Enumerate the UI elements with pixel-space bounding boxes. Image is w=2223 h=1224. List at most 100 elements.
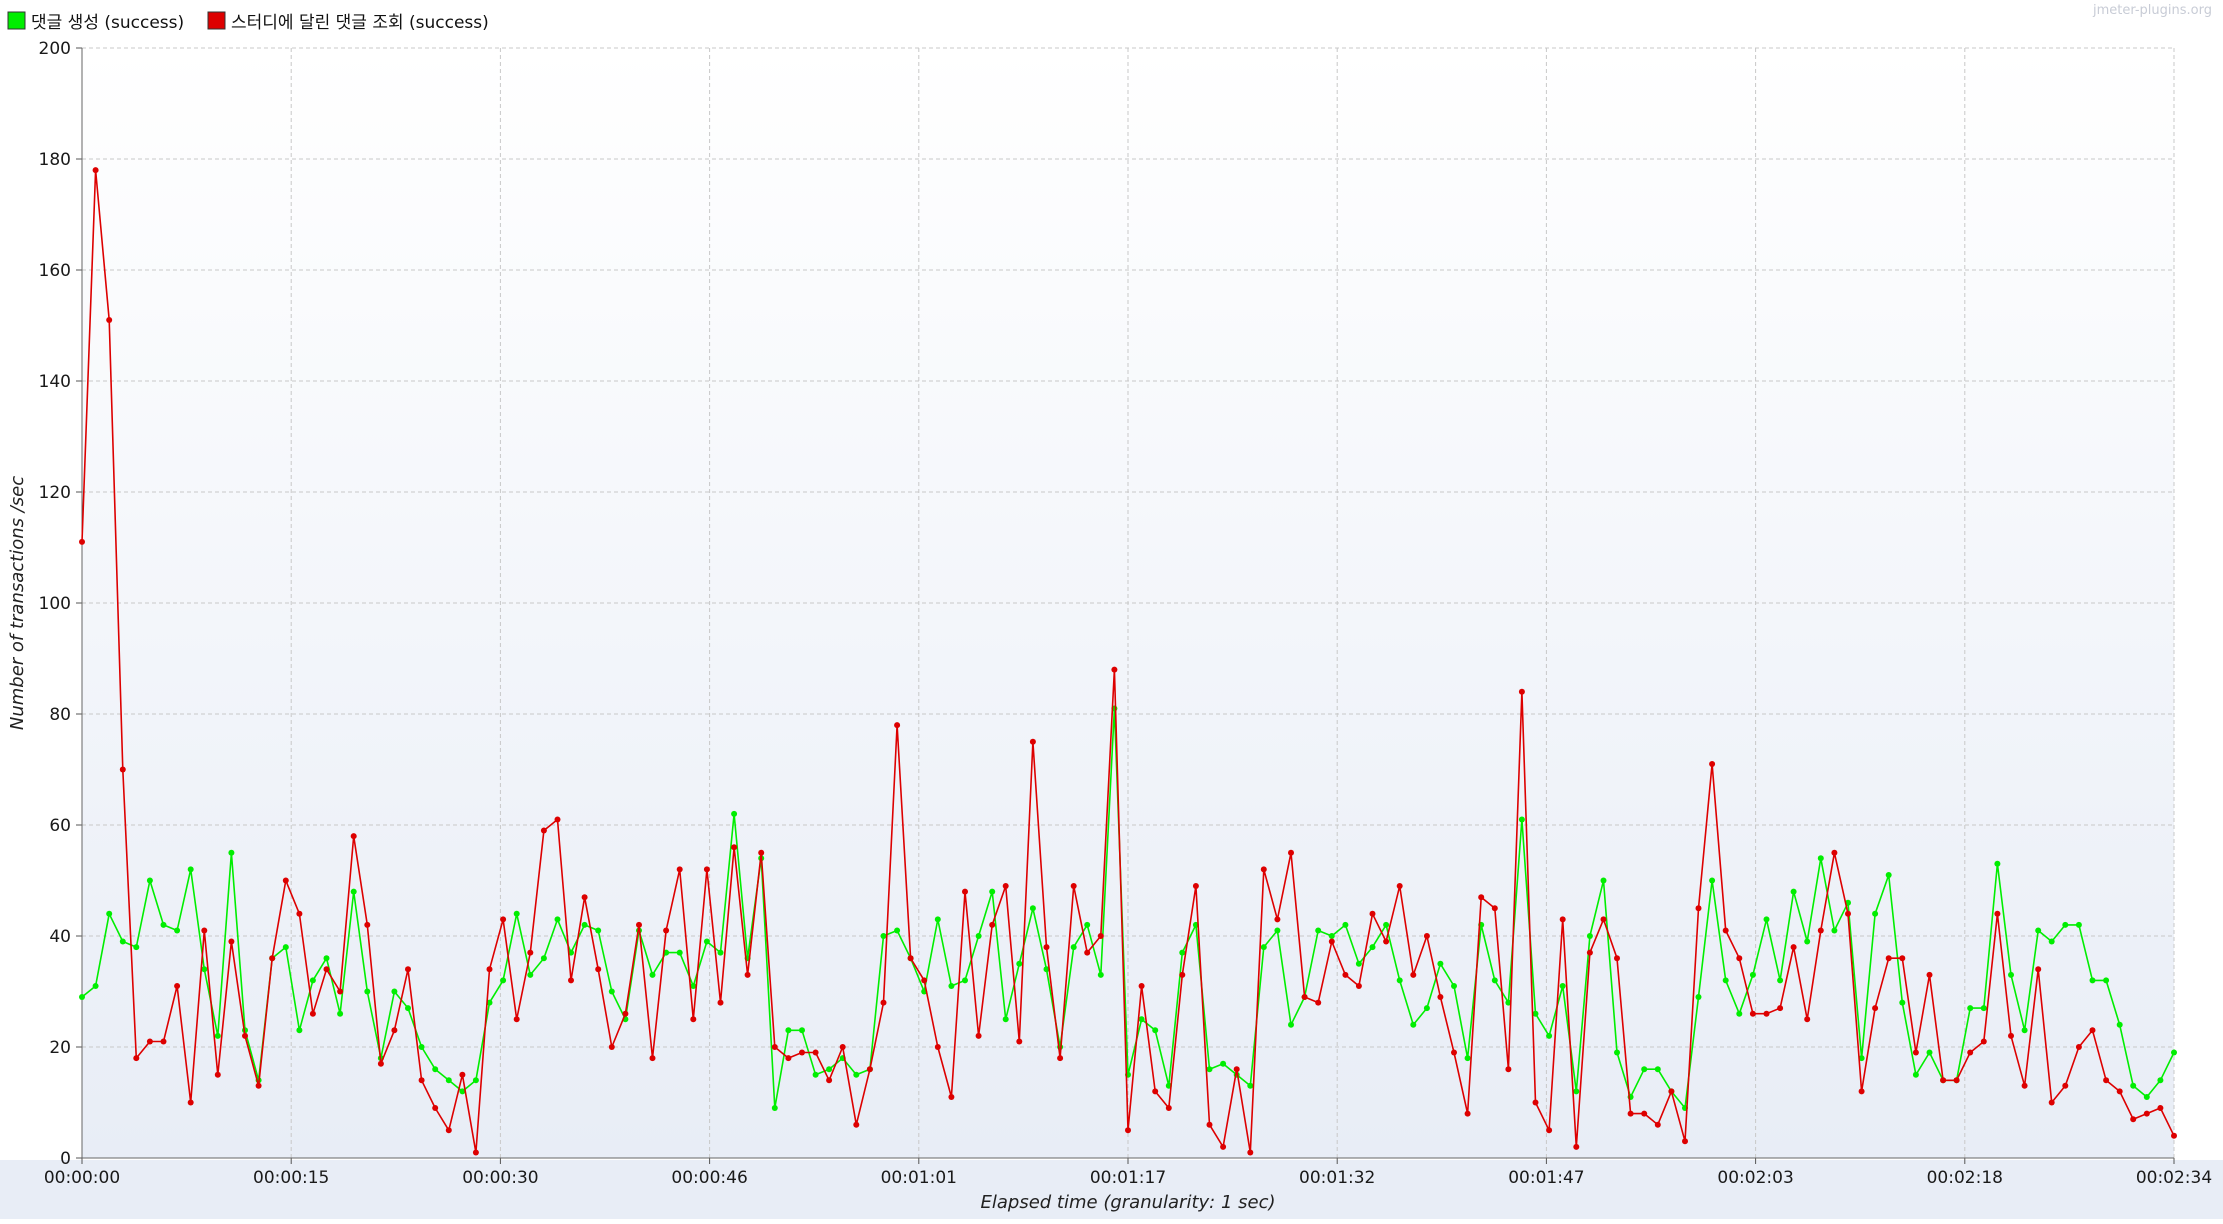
series-1-point — [1315, 927, 1322, 934]
series-2-point — [1192, 883, 1199, 889]
series-2-point — [1396, 883, 1403, 889]
series-1-point — [1518, 816, 1525, 823]
y-tick-label: 160 — [39, 261, 71, 281]
x-tick-label: 00:00:30 — [462, 1168, 538, 1188]
series-1-point — [676, 949, 683, 956]
series-2-point — [894, 722, 901, 729]
series-1-point — [1573, 1088, 1580, 1095]
series-1-point — [1029, 905, 1036, 912]
series-2-point — [1940, 1077, 1947, 1084]
series-1-point — [731, 810, 738, 817]
x-tick-label: 00:01:32 — [1299, 1168, 1375, 1188]
series-2-point — [880, 999, 887, 1006]
series-1-point — [2075, 921, 2082, 928]
series-1-point — [1505, 999, 1512, 1006]
series-2-point — [2048, 1099, 2055, 1106]
series-2-point — [1491, 905, 1498, 912]
series-1-point — [1926, 1049, 1933, 1056]
y-tick-label: 80 — [49, 705, 71, 725]
series-2-point — [106, 317, 113, 323]
series-2-point — [1423, 933, 1430, 939]
series-1-point — [1749, 971, 1756, 978]
series-1-point — [1641, 1066, 1648, 1073]
series-1-point — [581, 921, 588, 928]
series-1-point — [160, 921, 167, 928]
series-1-point — [1994, 860, 2001, 867]
series-1-point — [1899, 999, 1906, 1006]
series-1-point — [1654, 1066, 1661, 1073]
series-2-point — [459, 1071, 466, 1078]
series-1-point — [1138, 1016, 1145, 1023]
series-1-point — [174, 927, 181, 934]
y-axis-title: Number of transactions /sec — [7, 476, 28, 730]
series-1-point — [1614, 1049, 1620, 1056]
series-2-point — [1369, 910, 1376, 917]
series-2-point — [1654, 1121, 1661, 1128]
series-2-point — [174, 983, 181, 989]
series-1-point — [1002, 1016, 1009, 1023]
series-1-point — [1817, 855, 1824, 862]
series-2-point — [1383, 938, 1390, 945]
series-2-point — [1288, 849, 1294, 856]
series-2-point — [1777, 1005, 1784, 1012]
series-2-point — [1451, 1049, 1457, 1056]
series-1-point — [894, 927, 901, 934]
series-2-point — [418, 1077, 425, 1084]
y-tick-label: 120 — [39, 483, 71, 503]
legend-swatch-1 — [7, 11, 26, 30]
series-1-point — [690, 983, 697, 989]
series-2-point — [1709, 761, 1716, 767]
series-2-point — [2075, 1044, 2082, 1050]
series-1-point — [1532, 1010, 1539, 1017]
series-2-point — [1097, 933, 1104, 939]
y-tick-label: 180 — [39, 150, 71, 170]
series-2-point — [554, 816, 561, 823]
series-1-point — [472, 1077, 479, 1084]
series-2-point — [1736, 955, 1743, 962]
y-tick-label: 40 — [49, 927, 71, 947]
series-2-point — [1804, 1016, 1811, 1023]
x-tick-label: 00:00:46 — [671, 1168, 747, 1188]
series-1-point — [1260, 944, 1267, 951]
series-1-point — [1423, 1005, 1430, 1012]
series-2-point — [1953, 1077, 1960, 1084]
series-2-point — [1165, 1105, 1172, 1111]
series-2-point — [1002, 883, 1009, 889]
series-1-point — [1328, 933, 1335, 939]
series-2-point — [758, 849, 765, 856]
series-2-point — [79, 538, 85, 545]
series-1-point — [1179, 949, 1186, 956]
series-1-point — [1586, 933, 1593, 939]
series-2-point — [853, 1121, 860, 1128]
series-2-point — [1355, 983, 1362, 989]
series-2-point — [1912, 1049, 1919, 1056]
series-1-point — [2157, 1077, 2164, 1084]
series-2-point — [350, 833, 357, 840]
series-1-point — [214, 1032, 221, 1039]
series-2-point — [1831, 849, 1838, 856]
series-1-point — [1274, 927, 1281, 934]
series-2-point — [527, 949, 534, 956]
series-1-point — [934, 916, 941, 923]
series-lines — [79, 167, 2177, 1156]
x-tick-label: 00:01:17 — [1090, 1168, 1166, 1188]
series-1-point — [1464, 1055, 1471, 1062]
series-2-point — [1614, 955, 1620, 962]
series-1-point — [459, 1088, 466, 1095]
tick-labels: 0 20 40 60 80 100 120 140 160 180 200 00:00:00 00:00… — [39, 39, 2213, 1188]
series-2-point — [744, 971, 751, 978]
series-1-point — [2021, 1027, 2028, 1034]
legend-label-1: 댓글 생성 (success) — [31, 13, 184, 33]
series-2-point — [2062, 1082, 2069, 1089]
series-2-point — [866, 1066, 873, 1073]
series-1-point — [608, 988, 615, 995]
series-2-point — [1790, 944, 1797, 951]
series-1-point — [432, 1066, 439, 1073]
series-1-point — [1777, 977, 1784, 984]
series-1-point — [948, 983, 955, 989]
series-2-point — [975, 1032, 982, 1039]
series-2-point — [1600, 916, 1607, 923]
series-1-point — [1804, 938, 1811, 945]
series-1-point — [146, 877, 153, 884]
